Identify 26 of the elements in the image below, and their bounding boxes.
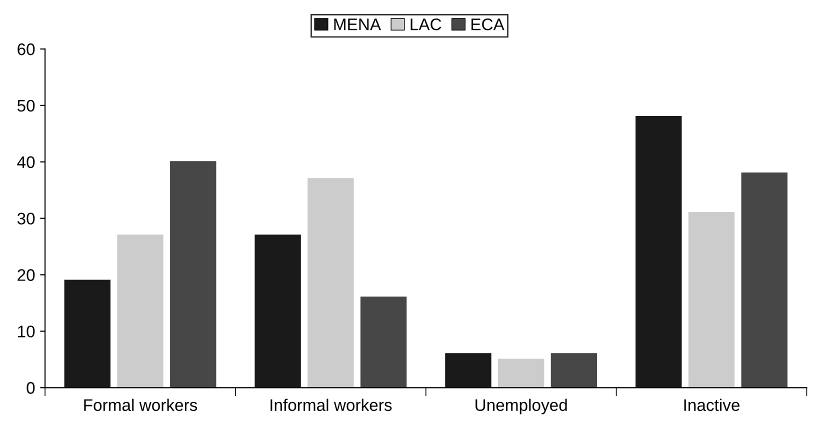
y-tick-label: 20: [18, 269, 35, 281]
legend-label: MENA: [334, 18, 382, 30]
y-tick-label: 30: [17, 212, 35, 225]
bar: [254, 234, 301, 388]
bar: [688, 212, 735, 388]
bar: [445, 353, 492, 388]
bar: [550, 353, 598, 388]
bar: [360, 296, 407, 388]
legend-label: LAC: [410, 18, 442, 30]
bar: [170, 161, 216, 388]
x-tick-label: Informal workers: [270, 398, 392, 412]
bar: [636, 116, 682, 388]
bar: [741, 172, 788, 388]
y-tick-label: 10: [18, 326, 35, 338]
x-tick-label: Unemployed: [476, 398, 567, 414]
y-tick-label: 50: [17, 100, 35, 112]
legend-label: ECA: [472, 18, 504, 30]
bar: [498, 358, 544, 388]
bar: [64, 280, 110, 388]
y-tick-label: 40: [17, 156, 35, 168]
x-tick-label: Formal workers: [84, 398, 198, 412]
y-tick-label: 0: [26, 382, 35, 394]
x-tick-label: Inactive: [684, 398, 740, 412]
bar: [117, 234, 164, 388]
bar: [308, 178, 354, 388]
y-tick-label: 60: [18, 43, 35, 56]
